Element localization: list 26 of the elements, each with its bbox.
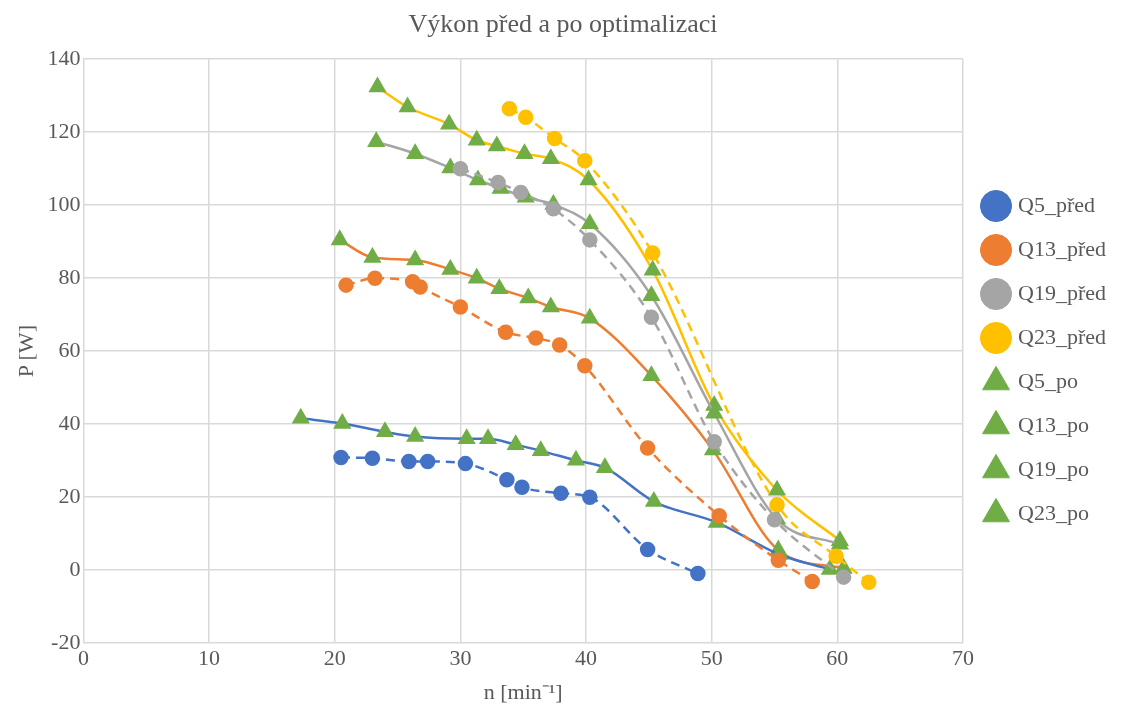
legend-label: Q5_po: [1018, 367, 1078, 393]
x-tick-label: 40: [575, 645, 598, 671]
chart-title: Výkon před a po optimalizaci: [408, 9, 718, 39]
x-tick-label: 60: [826, 645, 849, 671]
y-tick-label: 120: [47, 117, 81, 143]
legend-label: Q19_před: [1018, 279, 1107, 305]
y-tick-label: 80: [58, 263, 81, 289]
x-tick-label: 70: [952, 645, 975, 671]
legend-label: Q19_po: [1018, 455, 1089, 481]
x-tick-label: 10: [198, 645, 221, 671]
y-tick-label: 40: [58, 409, 81, 435]
x-tick-label: 30: [449, 645, 472, 671]
y-tick-label: 100: [47, 190, 81, 216]
x-axis-title: n [min⁻¹]: [483, 678, 563, 704]
x-tick-label: 50: [700, 645, 723, 671]
legend-label: Q23_před: [1018, 323, 1107, 349]
y-tick-label: 60: [58, 336, 81, 362]
y-tick-label: 0: [69, 555, 81, 581]
legend-label: Q13_po: [1018, 411, 1089, 437]
legend-label: Q13_před: [1018, 235, 1107, 261]
y-axis-title: P [W]: [12, 325, 38, 378]
legend-label: Q5_před: [1018, 191, 1096, 217]
y-tick-label: 20: [58, 482, 81, 508]
x-tick-label: 20: [323, 645, 346, 671]
legend-label: Q23_po: [1018, 499, 1089, 525]
y-tick-label: 140: [47, 44, 81, 70]
